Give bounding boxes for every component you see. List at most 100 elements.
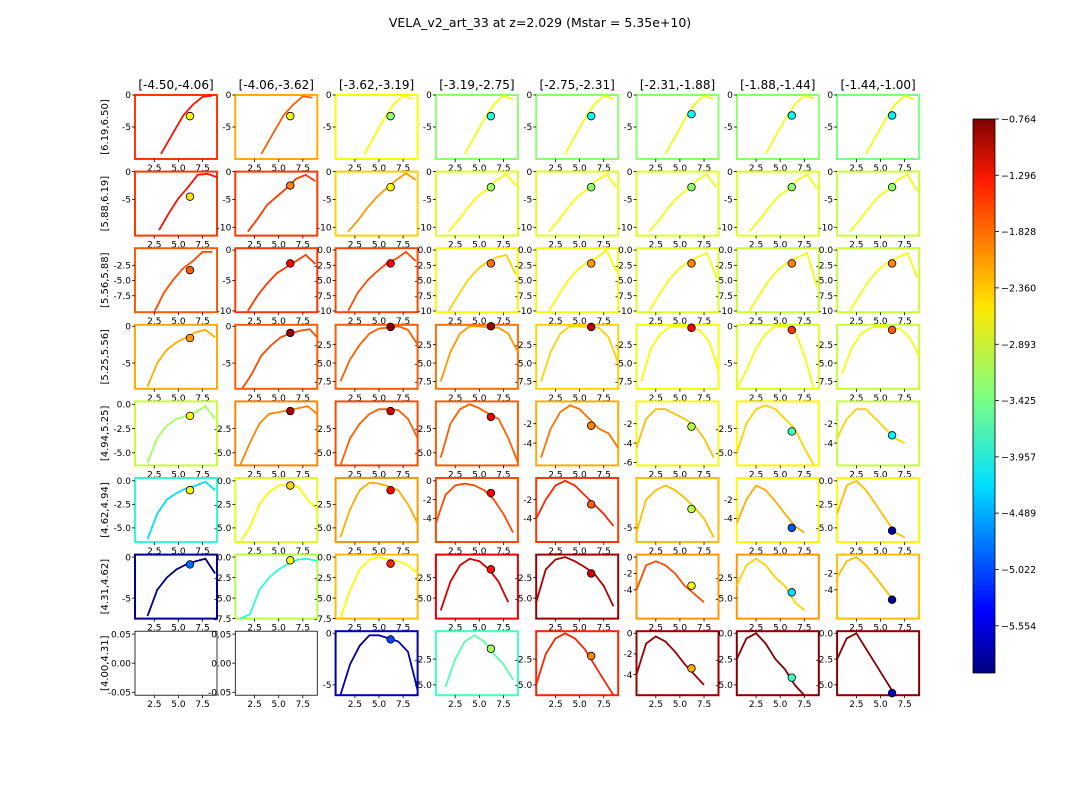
x-tick-label: 5.0 [272,700,287,710]
data-marker [286,481,295,490]
row-label: [5.88,6.19] [100,176,111,232]
panel-frame [836,477,921,543]
panel-frame [134,323,218,390]
y-tick-label: -5 [624,196,633,206]
x-tick-label: 5.0 [572,317,587,327]
column-label: [-3.62,-3.19] [339,78,414,92]
y-tick-label: 0.0 [317,553,332,563]
y-tick-label: -2.5 [414,574,432,584]
x-tick-label: 2.5 [348,394,362,404]
subplot-panel: 2.5 5.0 7.5 0 -5 [323,629,419,710]
x-tick-label: 2.5 [548,317,562,327]
x-tick-label: 5.0 [372,547,387,557]
data-marker [787,182,796,192]
data-marker [586,259,596,268]
x-tick-label: 2.5 [649,317,663,327]
y-tick-label: -7.5 [816,378,834,388]
subplot-panel: 2.5 5.0 7.5 0.05 0.00 -0.05 [208,630,318,710]
subplot-panel: 2.5 5.0 7.5 0 -5 [323,91,419,174]
x-tick-label: 5.0 [372,470,387,480]
data-marker [185,111,195,121]
x-tick-label: 7.5 [296,470,310,480]
y-tick-label: -2.5 [414,425,432,435]
subplot-panel: 2.5 5.0 7.5 -2.5 -5.0 [515,630,620,710]
y-tick-label: -5 [222,123,231,133]
y-tick-label: -5.0 [414,277,432,287]
panel-frame [134,247,218,314]
data-marker [687,581,696,590]
subplot-panel: 2.5 5.0 7.5 0 -5 -10 [217,168,319,251]
data-marker [887,688,897,698]
x-tick-label: 7.5 [396,470,410,480]
y-tick-label: -5.0 [816,681,834,691]
x-tick-label: 5.0 [171,394,186,404]
y-tick-label: 0 [627,553,633,563]
x-tick-label: 5.0 [472,700,487,710]
panel-frame [234,170,319,237]
y-tick-label: -2 [624,650,633,660]
panel-frame [334,94,419,160]
y-tick-label: -5.0 [715,681,733,691]
y-tick-label: -5.0 [715,449,733,459]
x-tick-label: 5.0 [272,317,287,327]
y-tick-label: 0.0 [217,477,232,487]
series-line [748,173,818,233]
y-tick-label: -6 [624,459,633,469]
x-tick-label: 2.5 [649,241,663,251]
y-tick-label: -7.5 [414,378,432,388]
y-tick-label: -2.5 [113,501,131,511]
data-marker [787,325,796,335]
y-tick-label: -10 [517,307,532,317]
x-tick-label: 5.0 [472,394,487,404]
x-tick-label: 2.5 [448,624,462,634]
y-tick-label: -5 [122,196,131,206]
subplot-panel: 2.5 5.0 7.5 0.0 -2.5 -5.0 -7.5 -10 [314,246,419,327]
x-tick-label: 7.5 [797,164,811,174]
y-tick-label: -10 [718,307,733,317]
subplot-panel: 2.5 5.0 7.5 -2 -4 [523,477,620,557]
y-tick-label: -2 [624,420,633,430]
subplot-panel: 2.5 5.0 7.5 -2.5 -5.0 [314,400,419,480]
panel-frame [735,323,820,390]
y-tick-label: 0.0 [217,553,232,563]
row-label: [5.56,5.88] [100,252,111,308]
y-tick-label: -5.0 [314,594,332,604]
y-tick-label: -4 [624,439,633,449]
x-tick-label: 7.5 [296,394,310,404]
y-tick-label: -5.0 [715,594,733,604]
y-tick-label: 0.00 [211,659,231,669]
x-tick-label: 5.0 [673,241,688,251]
x-tick-label: 7.5 [597,164,611,174]
x-tick-label: 5.0 [572,164,587,174]
y-tick-label: -2.5 [816,501,834,511]
y-tick-label: -5 [824,196,833,206]
y-tick-label: 0.0 [117,477,132,487]
x-tick-label: 5.0 [873,164,888,174]
subplot-panel: 2.5 5.0 7.5 -2.5 -5.0 -7.5 [314,322,419,404]
colorbar-tick-label: −3.957 [1001,452,1036,463]
data-marker [185,486,195,495]
y-tick-label: 0 [526,91,532,101]
colorbar-tick-label: −1.828 [1001,227,1036,238]
panel-frame [735,630,820,697]
y-tick-label: -2.5 [715,425,733,435]
panel-frame [535,170,620,237]
x-tick-label: 7.5 [396,700,410,710]
y-tick-label: -4 [423,515,432,525]
series-line [146,557,216,617]
series-line [439,557,510,611]
x-tick-label: 7.5 [597,394,611,404]
series-line [239,557,318,620]
y-tick-label: -5 [624,524,633,534]
series-line [347,250,417,312]
y-tick-label: 0 [226,168,232,178]
y-tick-label: 0 [426,168,432,178]
data-marker [286,111,295,121]
y-tick-label: -2.5 [214,501,232,511]
panel-frame [735,553,820,620]
x-tick-label: 2.5 [247,394,261,404]
subplot-panel: 2.5 5.0 7.5 0.0 -2.5 -5.0 -7.5 -10 [515,246,620,327]
y-tick-label: -2.5 [816,655,834,665]
x-tick-label: 2.5 [749,394,763,404]
subplot-panel: 2.5 5.0 7.5 0 -5 [122,168,218,251]
